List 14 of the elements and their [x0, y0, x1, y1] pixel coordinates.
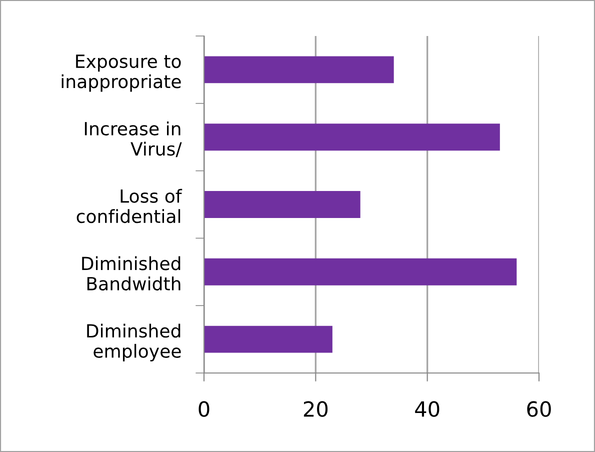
bar [204, 191, 360, 218]
x-tick-label: 40 [415, 401, 440, 417]
bar [204, 124, 500, 151]
x-tick-label: 20 [304, 401, 328, 417]
y-tick-label: Exposure to inappropriate [62, 54, 181, 92]
bar [204, 56, 394, 84]
y-tick-label: Diminshed employee [87, 324, 181, 362]
bar [204, 326, 332, 353]
bar [204, 258, 517, 286]
y-tick-label: Increase in Virus/ [84, 122, 182, 158]
x-tick-label: 60 [527, 401, 551, 417]
y-tick-label: Loss of confidential [76, 188, 182, 224]
y-tick-label: Diminished Bandwidth [82, 256, 180, 290]
x-tick-label: 0 [198, 401, 210, 417]
